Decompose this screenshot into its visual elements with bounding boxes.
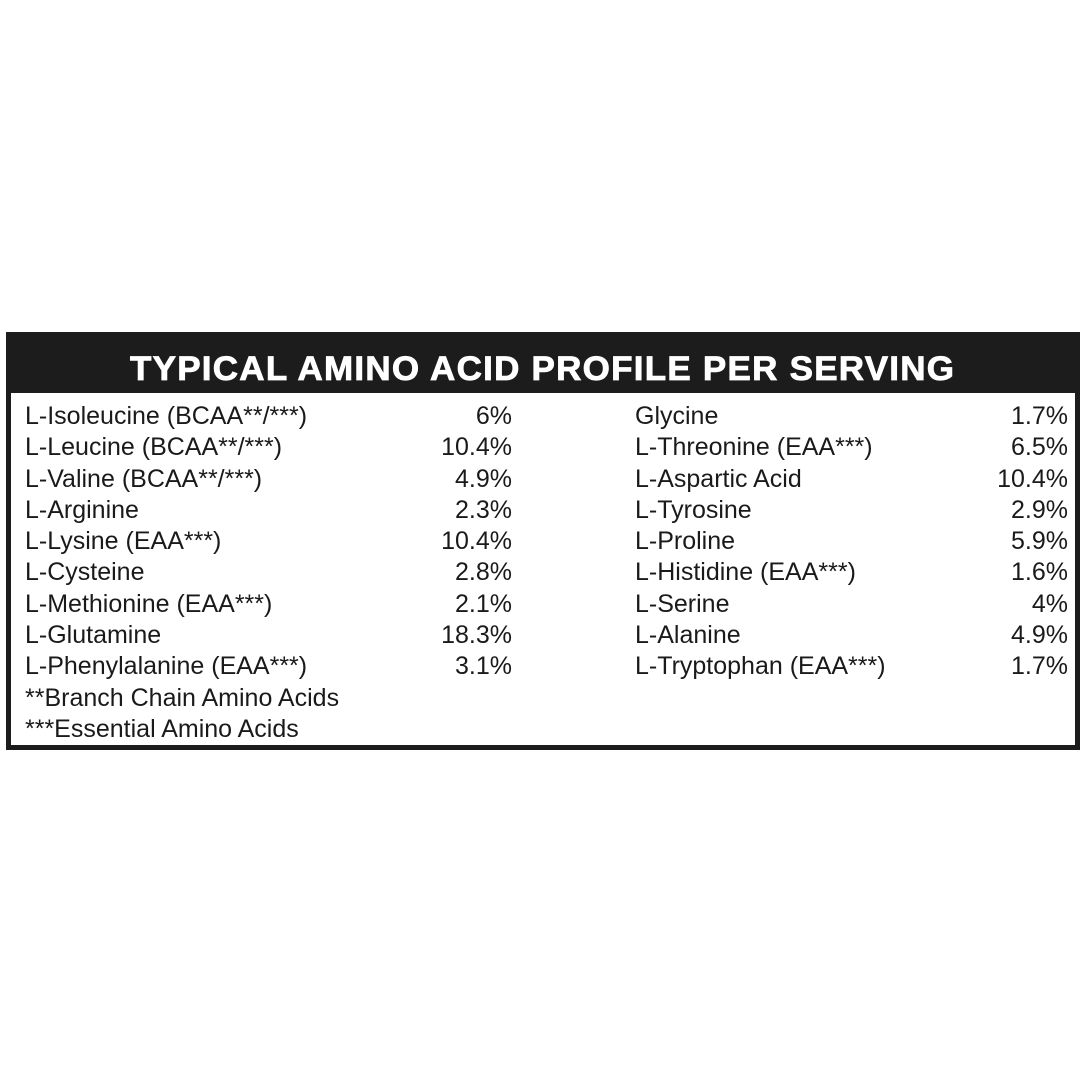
amino-acid-profile-panel: TYPICAL AMINO ACID PROFILE PER SERVING L… — [6, 332, 1080, 750]
amino-acid-value: 4.9% — [1011, 621, 1068, 650]
amino-acid-value: 2.8% — [455, 558, 512, 587]
amino-acid-value: 4% — [1031, 589, 1068, 618]
amino-acid-name: L-Lysine (EAA***) — [25, 527, 222, 556]
amino-acid-value: 6% — [475, 402, 512, 430]
amino-acid-row: L-Arginine 2.3% — [25, 495, 512, 526]
amino-acid-row: Glycine 1.7% — [635, 401, 1068, 432]
amino-acid-value: 4.9% — [455, 464, 512, 493]
left-column: L-Isoleucine (BCAA**/***) 6% L-Leucine (BC… — [25, 401, 512, 745]
amino-acid-row: L-Serine 4% — [635, 589, 1068, 620]
amino-acid-value: 18.3% — [441, 621, 512, 650]
amino-acid-name: L-Tryptophan (EAA***) — [635, 652, 886, 681]
right-column: Glycine 1.7% L-Threonine (EAA***) 6.5% L-Asp… — [635, 401, 1068, 683]
amino-acid-row: L-Glutamine 18.3% — [25, 620, 512, 651]
amino-acid-name: L-Aspartic Acid — [635, 464, 802, 493]
amino-acid-row: L-Threonine (EAA***) 6.5% — [635, 432, 1068, 463]
amino-acid-row: L-Methionine (EAA***) 2.1% — [25, 589, 512, 620]
amino-acid-name: L-Methionine (EAA***) — [25, 589, 273, 618]
amino-acid-name: L-Cysteine — [25, 558, 145, 587]
amino-acid-name: L-Valine (BCAA**/***) — [25, 464, 263, 493]
amino-acid-value: 2.3% — [455, 495, 512, 524]
amino-acid-name: L-Leucine (BCAA**/***) — [25, 433, 283, 462]
amino-acid-row: L-Tryptophan (EAA***) 1.7% — [635, 651, 1068, 682]
panel-header: TYPICAL AMINO ACID PROFILE PER SERVING — [11, 337, 1075, 393]
panel-title: TYPICAL AMINO ACID PROFILE PER SERVING — [130, 349, 956, 388]
amino-acid-row: L-Phenylalanine (EAA***) 3.1% — [25, 651, 512, 682]
amino-acid-row: L-Valine (BCAA**/***) 4.9% — [25, 464, 512, 495]
amino-acid-row: L-Proline 5.9% — [635, 526, 1068, 557]
amino-acid-name: L-Tyrosine — [635, 495, 752, 524]
amino-acid-name: L-Isoleucine (BCAA**/***) — [25, 402, 308, 430]
amino-acid-row: L-Cysteine 2.8% — [25, 557, 512, 588]
amino-acid-name: Glycine — [635, 402, 719, 430]
amino-acid-row: L-Aspartic Acid 10.4% — [635, 464, 1068, 495]
amino-acid-name: L-Alanine — [635, 621, 741, 650]
amino-acid-row: L-Lysine (EAA***) 10.4% — [25, 526, 512, 557]
amino-acid-value: 2.9% — [1011, 495, 1068, 524]
amino-acid-name: L-Serine — [635, 589, 730, 618]
amino-acid-value: 1.6% — [1011, 558, 1068, 587]
amino-acid-name: L-Histidine (EAA***) — [635, 558, 856, 587]
amino-acid-name: L-Phenylalanine (EAA***) — [25, 652, 308, 681]
amino-acid-name: L-Proline — [635, 527, 736, 556]
amino-acid-row: L-Alanine 4.9% — [635, 620, 1068, 651]
amino-acid-name: L-Arginine — [25, 495, 139, 524]
amino-acid-value: 2.1% — [455, 589, 512, 618]
amino-acid-row: L-Leucine (BCAA**/***) 10.4% — [25, 432, 512, 463]
amino-acid-value: 10.4% — [441, 433, 512, 462]
amino-acid-value: 6.5% — [1011, 433, 1068, 462]
amino-acid-row: L-Isoleucine (BCAA**/***) 6% — [25, 401, 512, 432]
amino-acid-value: 1.7% — [1011, 402, 1068, 430]
footnote: ***Essential Amino Acids — [25, 714, 299, 743]
amino-acid-name: L-Threonine (EAA***) — [635, 433, 873, 462]
amino-acid-value: 10.4% — [441, 527, 512, 556]
footnote: **Branch Chain Amino Acids — [25, 683, 340, 712]
amino-acid-value: 3.1% — [455, 652, 512, 681]
amino-acid-value: 5.9% — [1011, 527, 1068, 556]
amino-acid-value: 1.7% — [1011, 652, 1068, 681]
amino-acid-row: L-Tyrosine 2.9% — [635, 495, 1068, 526]
amino-acid-name: L-Glutamine — [25, 621, 162, 650]
amino-acid-row: L-Histidine (EAA***) 1.6% — [635, 557, 1068, 588]
amino-acid-value: 10.4% — [997, 464, 1068, 493]
